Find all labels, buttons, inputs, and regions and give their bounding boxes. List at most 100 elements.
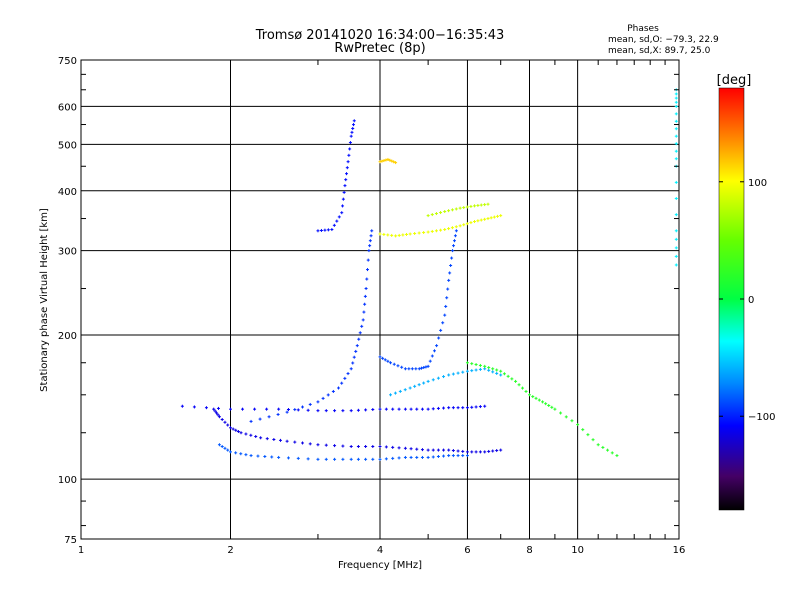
echo-point [397,407,401,411]
echo-point [489,216,493,220]
echo-point [674,104,678,108]
echo-point [358,331,362,335]
echo-point [478,363,482,367]
echo-point [409,455,413,459]
echo-point [332,223,336,227]
echo-point [413,231,417,235]
y-axis-ticks: 75 100 200 300 400 500 600 750 [58,56,679,546]
echo-point [514,379,518,383]
echo-point [234,428,238,432]
echo-point [553,407,557,411]
echo-point [355,344,359,348]
echo-point [319,228,323,232]
echo-point [456,454,460,458]
echo-point [367,249,371,253]
echo-point [364,287,368,291]
echo-point [465,222,469,226]
echo-point [544,402,548,406]
echo-point [397,456,401,460]
echo-point [674,180,678,184]
echo-point [363,302,367,306]
echo-point [393,391,397,395]
echo-point [296,408,300,412]
echo-point [392,362,396,366]
echo-point [465,406,469,410]
echo-point [674,213,678,217]
echo-point [470,450,474,454]
y-tick-label: 600 [58,102,77,113]
echo-point [234,451,238,455]
echo-point [461,406,465,410]
echo-point [465,450,469,454]
echo-point [439,228,443,232]
echo-point [371,408,375,412]
echo-point [256,454,260,458]
echo-point [462,206,466,210]
echo-point [510,377,514,381]
echo-point [244,453,248,457]
echo-point [333,457,337,461]
echo-point [443,313,447,317]
echo-point [382,159,386,163]
echo-point [465,454,469,458]
echo-point [442,448,446,452]
echo-point [308,402,312,406]
echo-point [324,409,328,413]
echo-point [581,428,585,432]
echo-point [345,172,349,176]
echo-point [308,442,312,446]
echo-point [450,208,454,212]
echo-point [444,304,448,308]
echo-point [403,455,407,459]
echo-point [285,410,289,414]
echo-point [371,444,375,448]
echo-point [333,444,337,448]
echo-point [431,378,435,382]
echo-point [452,239,456,243]
echo-point [389,361,393,365]
echo-point [430,229,434,233]
x-tick-label: 1 [78,545,84,556]
echo-point [265,407,269,411]
echo-point [388,158,392,162]
echo-point [349,444,353,448]
echo-point [414,367,418,371]
echo-point [331,389,335,393]
y-tick-label: 500 [58,140,77,151]
echo-point [486,217,490,221]
echo-point [476,219,480,223]
echo-point [409,447,413,451]
echo-point [398,389,402,393]
echo-point [349,134,353,138]
echo-point [306,457,310,461]
echo-point [674,127,678,131]
echo-point [364,444,368,448]
echo-point [495,449,499,453]
echo-point [495,368,499,372]
echo-point [258,417,262,421]
echo-point [450,256,454,260]
echo-point [345,166,349,170]
echo-point [341,204,345,208]
echo-point [397,233,401,237]
echo-point [364,457,368,461]
echo-point [337,386,341,390]
echo-point [436,455,440,459]
echo-point [378,444,382,448]
echo-point [382,232,386,236]
echo-point [354,349,358,353]
echo-point [340,381,344,385]
echo-point [350,130,354,134]
echo-point [465,205,469,209]
colorbar-ticks: 100 0 −100 [719,178,775,423]
echo-point [384,158,388,162]
echo-point [674,237,678,241]
echo-point [216,406,220,410]
echo-point [346,160,350,164]
echo-point [343,184,347,188]
echo-point [426,364,430,368]
echo-point [351,123,355,127]
echo-point [496,214,500,218]
echo-point [217,443,221,447]
